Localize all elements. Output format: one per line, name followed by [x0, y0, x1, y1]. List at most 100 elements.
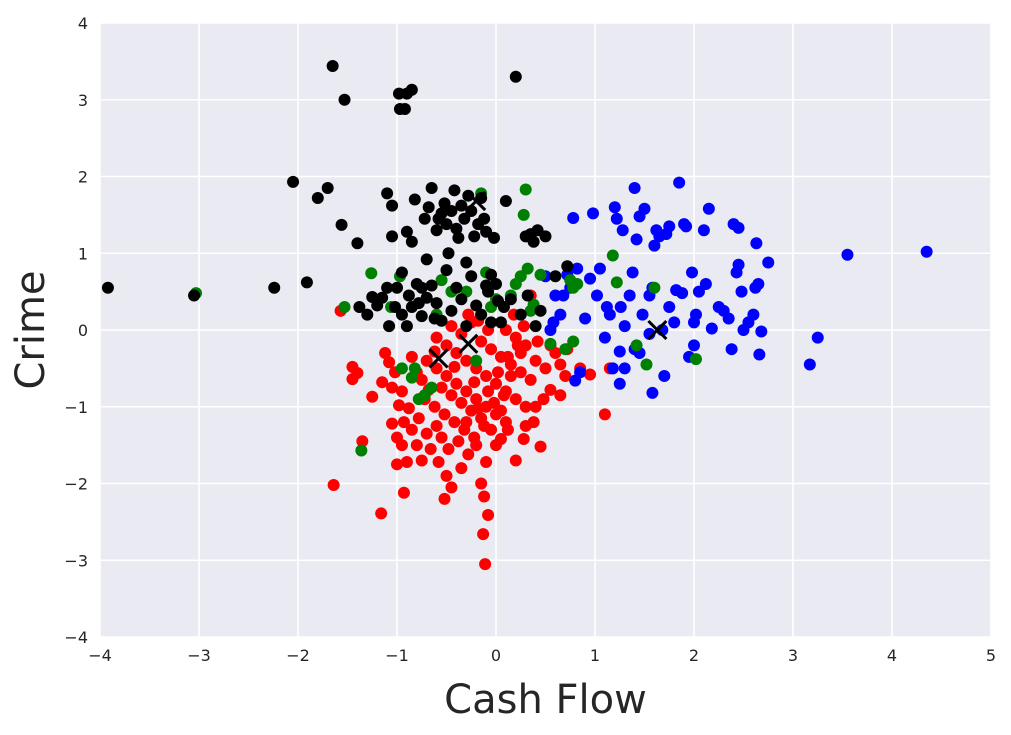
data-point: [376, 376, 389, 389]
data-point: [455, 199, 468, 212]
centroid-stroke: [458, 333, 479, 354]
data-point: [519, 400, 532, 413]
data-point: [519, 183, 532, 196]
data-point: [517, 320, 530, 333]
data-point: [571, 277, 584, 290]
data-point: [488, 231, 501, 244]
data-point: [534, 268, 547, 281]
data-point: [920, 245, 933, 258]
data-point: [460, 320, 473, 333]
x-tick-label: 4: [887, 646, 897, 665]
data-point: [692, 285, 705, 298]
data-point: [686, 266, 699, 279]
data-point: [567, 211, 580, 224]
data-point: [405, 300, 418, 313]
data-point: [626, 266, 639, 279]
centroid-stroke: [466, 190, 487, 212]
data-point: [365, 267, 378, 280]
data-point: [448, 184, 461, 197]
data-point: [425, 279, 438, 292]
data-point: [338, 93, 351, 106]
data-point: [383, 320, 396, 333]
data-point: [375, 507, 388, 520]
x-tick-label: −2: [286, 646, 310, 665]
data-point: [559, 343, 572, 356]
data-point: [381, 187, 394, 200]
data-point: [445, 304, 458, 317]
data-point: [730, 266, 743, 279]
x-axis-label: Cash Flow: [444, 677, 647, 723]
data-point: [569, 374, 582, 387]
data-point: [321, 182, 334, 195]
data-point: [472, 402, 485, 415]
data-point: [554, 308, 567, 321]
data-point: [420, 427, 433, 440]
data-point: [450, 281, 463, 294]
data-point: [450, 377, 463, 390]
data-point: [395, 362, 408, 375]
data-point: [527, 416, 540, 429]
data-point: [491, 366, 504, 379]
data-point: [475, 412, 488, 425]
data-point: [386, 381, 399, 394]
data-point: [450, 347, 463, 360]
data-point: [549, 289, 562, 302]
data-point: [462, 189, 475, 202]
data-point: [405, 423, 418, 436]
data-point: [480, 456, 493, 469]
data-point: [410, 439, 423, 452]
data-point: [356, 435, 369, 448]
data-point: [640, 358, 653, 371]
data-point: [482, 385, 495, 398]
x-tick-label: 0: [491, 646, 501, 665]
data-point: [435, 207, 448, 220]
data-point: [509, 70, 522, 83]
data-point: [598, 331, 611, 344]
data-point: [379, 347, 392, 360]
data-point: [420, 354, 433, 367]
data-point: [418, 212, 431, 225]
data-point: [442, 442, 455, 455]
data-point: [587, 207, 600, 220]
data-point: [593, 262, 606, 275]
data-point: [475, 477, 488, 490]
data-point: [618, 320, 631, 333]
data-point: [351, 237, 364, 250]
x-tick-label: 5: [986, 646, 996, 665]
data-point: [511, 339, 524, 352]
data-point: [395, 385, 408, 398]
data-point: [841, 248, 854, 261]
data-point: [389, 300, 402, 313]
data-point: [460, 416, 473, 429]
x-tick-label: 2: [689, 646, 699, 665]
data-point: [361, 308, 374, 321]
data-point: [430, 419, 443, 432]
data-point: [571, 262, 584, 275]
data-point: [477, 528, 490, 541]
y-tick-label: 0: [78, 321, 88, 340]
data-point: [658, 370, 671, 383]
data-point: [485, 343, 498, 356]
data-point: [584, 368, 597, 381]
data-point: [397, 486, 410, 499]
data-point: [445, 205, 458, 218]
data-point: [494, 316, 507, 329]
data-point: [478, 490, 491, 503]
data-point: [475, 335, 488, 348]
data-point: [402, 402, 415, 415]
data-point: [531, 335, 544, 348]
data-point: [485, 268, 498, 281]
data-point: [470, 393, 483, 406]
data-point: [468, 376, 481, 389]
data-point: [517, 208, 530, 221]
y-tick-label: −1: [64, 398, 88, 417]
data-point: [435, 314, 448, 327]
data-point: [606, 249, 619, 262]
data-point: [485, 316, 498, 329]
data-point: [430, 297, 443, 310]
data-point: [475, 308, 488, 321]
data-point: [623, 289, 636, 302]
x-tick-label: −4: [88, 646, 112, 665]
data-point: [648, 239, 661, 252]
data-point: [702, 202, 715, 215]
